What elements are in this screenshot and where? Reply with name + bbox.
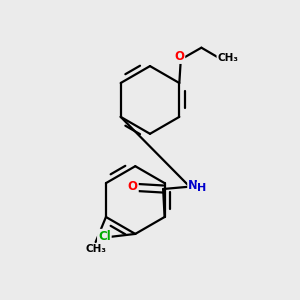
Text: O: O (174, 50, 184, 63)
Text: N: N (188, 179, 198, 192)
Text: H: H (197, 182, 207, 193)
Text: Cl: Cl (98, 230, 111, 243)
Text: CH₃: CH₃ (85, 244, 106, 254)
Text: CH₃: CH₃ (218, 53, 239, 63)
Text: O: O (128, 180, 138, 193)
